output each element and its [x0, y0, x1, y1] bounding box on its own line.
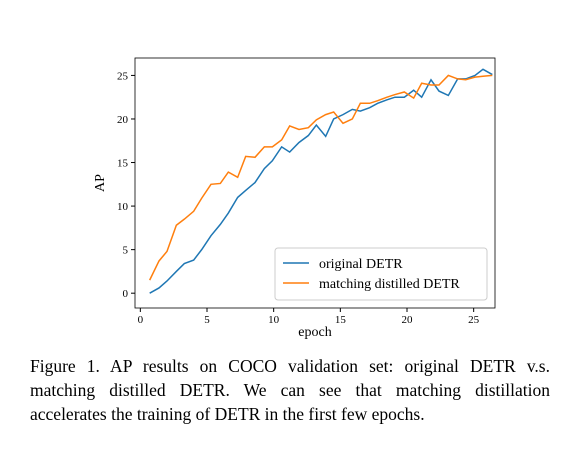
x-axis-label: epoch [298, 325, 331, 340]
legend-box [274, 247, 488, 301]
caption: Figure 1. AP results on COCO validation … [30, 356, 550, 424]
chart: epoch AP 0 5 10 15 20 25 0 5 10 15 20 25 original DE… [93, 57, 496, 340]
y-tick-label: 5 [123, 245, 129, 257]
y-tick-label: 20 [117, 114, 129, 126]
x-tick-label: 5 [204, 314, 210, 326]
x-tick-label: 0 [138, 314, 144, 326]
y-tick-label: 25 [117, 70, 129, 82]
x-tick-label: 15 [335, 314, 347, 326]
x-tick-label: 25 [468, 314, 480, 326]
x-tick-label: 10 [268, 314, 280, 326]
legend-label: original DETR [319, 257, 403, 272]
legend-label: matching distilled DETR [319, 277, 460, 292]
series-line [148, 74, 493, 281]
y-tick-label: 0 [123, 288, 129, 300]
plot-frame [134, 57, 496, 309]
y-tick-label: 10 [117, 201, 129, 213]
y-tick-label: 15 [117, 158, 129, 170]
y-axis-label: AP [93, 174, 108, 192]
x-tick-label: 20 [402, 314, 414, 326]
